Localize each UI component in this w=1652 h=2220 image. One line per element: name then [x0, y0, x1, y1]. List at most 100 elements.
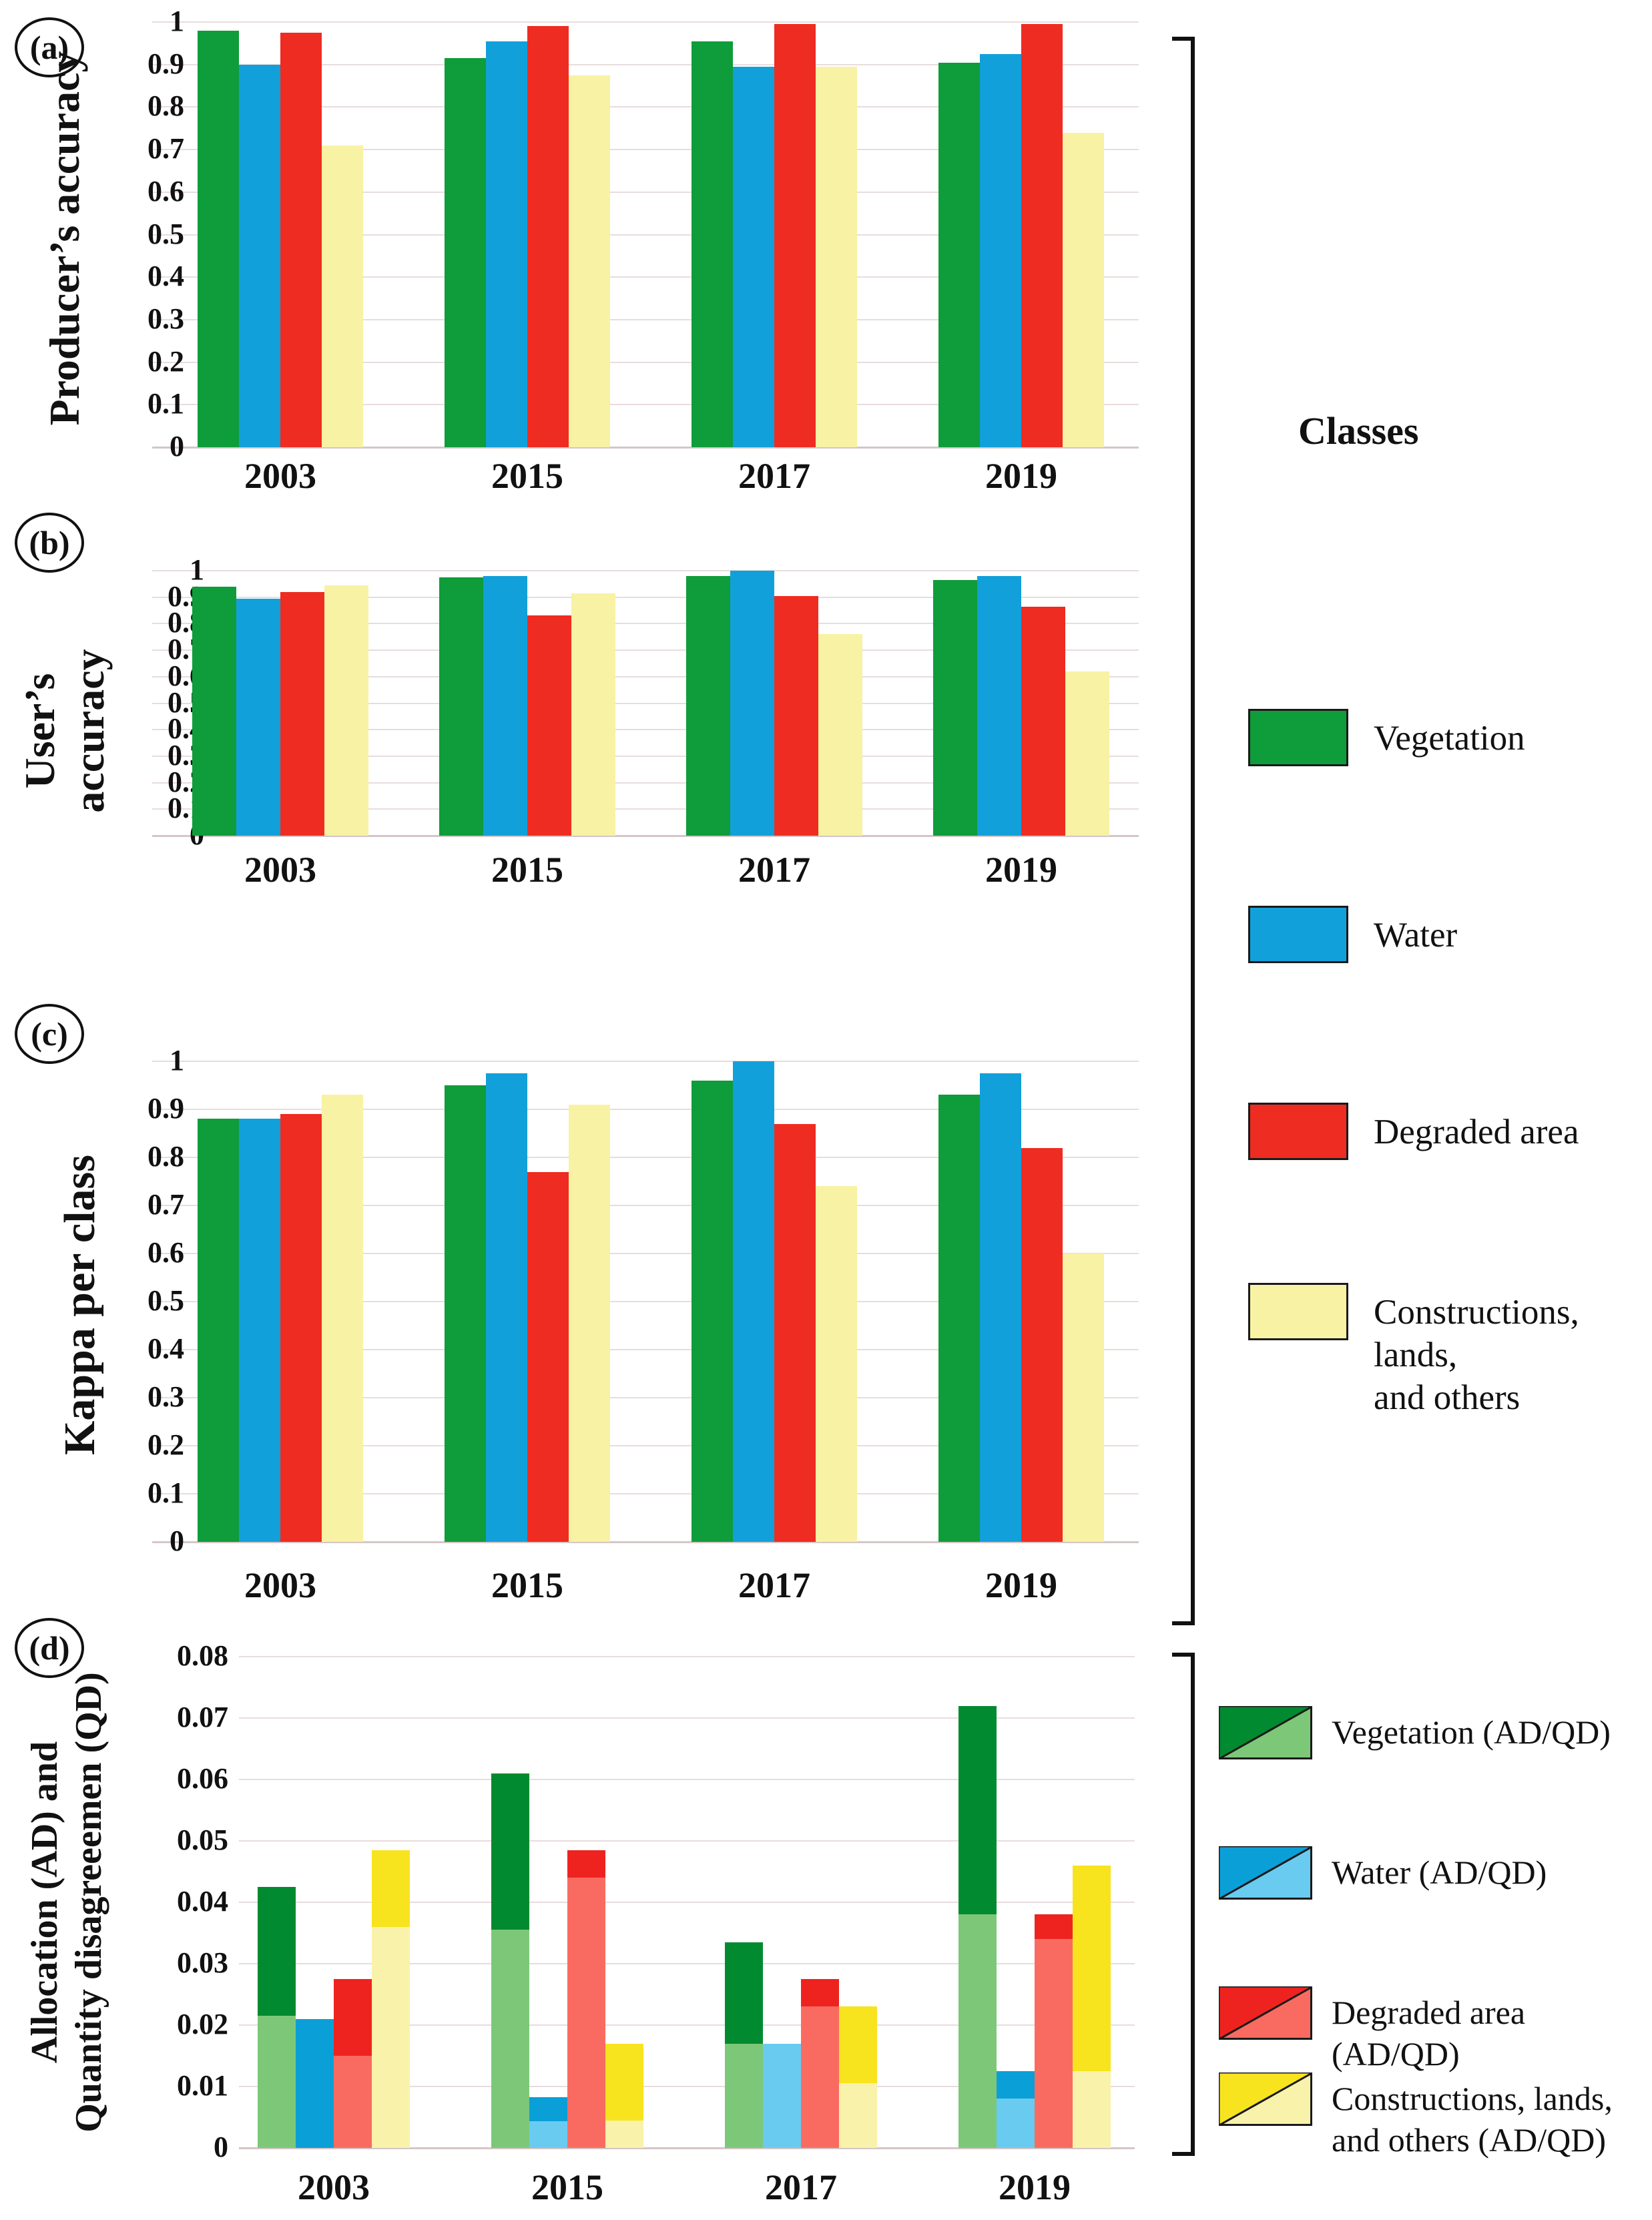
panel-badge-a: (a)	[15, 17, 84, 77]
bar-water-2003	[236, 598, 280, 836]
y-tick-label: 0.2	[148, 1428, 184, 1461]
y-tick-label: 0.4	[148, 1332, 184, 1365]
bar-vegetation-ad-2017	[725, 2043, 763, 2148]
legend-label-water: Water	[1374, 916, 1458, 954]
bar-water-ad-2015	[529, 2121, 567, 2148]
panel-badge-b: (b)	[15, 513, 84, 573]
bar-water-qd-2003	[296, 2018, 334, 2148]
bar-degraded-2015	[527, 26, 569, 447]
legend-label-degraded: Degraded area	[1374, 1113, 1579, 1151]
y-gridline	[152, 596, 1139, 598]
x-tick-label-2019: 2019	[985, 456, 1057, 496]
x-axis-line	[152, 446, 1139, 449]
y-gridline	[152, 623, 1139, 625]
y-tick-label: 0.2	[148, 344, 184, 378]
legend-label-vegetation: Vegetation	[1374, 719, 1525, 758]
y-tick-label: 0.3	[148, 302, 184, 335]
bar-vegetation-2003	[198, 1119, 239, 1542]
bar-water-2015	[486, 41, 527, 447]
y-tick-label: 0.5	[148, 1284, 184, 1317]
bar-water-2017	[730, 571, 774, 836]
bar-vegetation-2019	[938, 1095, 980, 1542]
y-gridline	[239, 1717, 1135, 1719]
bar-vegetation-2003	[192, 586, 236, 836]
x-axis-line	[239, 2147, 1135, 2149]
bar-vegetation-2019	[933, 579, 977, 836]
bar-vegetation-2015	[445, 1085, 486, 1542]
y-tick-label: 0.08	[177, 1639, 228, 1672]
y-gridline	[152, 755, 1139, 757]
bar-vegetation-2003	[198, 30, 239, 447]
bar-degraded-ad-2017	[801, 2006, 839, 2148]
y-gridline	[152, 1061, 1139, 1062]
x-tick-label-2017: 2017	[738, 456, 810, 496]
bar-constructions-2019	[1063, 1254, 1104, 1542]
bar-water-2003	[239, 1119, 280, 1542]
legend-label-constructions: Constructions, lands, and others	[1374, 1293, 1579, 1417]
bar-water-2015	[483, 575, 527, 836]
x-tick-label-2019: 2019	[985, 1565, 1057, 1605]
y-gridline	[152, 675, 1139, 677]
y-gridline	[152, 404, 1139, 406]
bar-vegetation-ad-2003	[258, 2016, 296, 2148]
bar-vegetation-2019	[938, 62, 980, 447]
bar-vegetation-2017	[692, 41, 733, 447]
bar-constructions-qd-2017	[839, 2006, 877, 2084]
y-gridline	[239, 2086, 1135, 2087]
bar-degraded-qd-2017	[801, 1979, 839, 2007]
y-tick-label: 0.9	[148, 1092, 184, 1125]
y-gridline	[239, 1840, 1135, 1842]
legend-swatch-vegetation-adqd	[1219, 1706, 1312, 1759]
y-gridline	[239, 1779, 1135, 1780]
y-tick-label: 0.1	[148, 387, 184, 421]
bar-constructions-2003	[324, 585, 368, 836]
legend-label-degraded-adqd: Degraded area (AD/QD)	[1332, 1994, 1526, 2072]
bar-degraded-2017	[774, 24, 816, 447]
y-gridline	[152, 361, 1139, 363]
legend-swatch-constructions-adqd	[1219, 2072, 1312, 2126]
legend-swatch-constructions	[1248, 1283, 1348, 1340]
bar-degraded-2019	[1021, 24, 1063, 447]
y-tick-label: 0.7	[148, 132, 184, 166]
y-tick-label: 0.7	[148, 1188, 184, 1221]
bar-degraded-2019	[1021, 1147, 1063, 1542]
y-tick-label: 0.05	[177, 1824, 228, 1856]
bar-vegetation-qd-2015	[491, 1773, 529, 1930]
y-gridline	[152, 318, 1139, 320]
panel-badge-d: (d)	[15, 1618, 84, 1678]
bar-constructions-2015	[569, 75, 610, 447]
y-gridline	[152, 649, 1139, 651]
bar-constructions-2017	[818, 634, 862, 836]
x-tick-label-2015: 2015	[491, 456, 563, 496]
bar-degraded-2003	[280, 32, 322, 447]
legend-label-vegetation-adqd: Vegetation (AD/QD)	[1332, 1713, 1611, 1751]
bar-vegetation-2015	[439, 577, 483, 836]
bar-constructions-2003	[322, 1095, 363, 1542]
y-tick-label: 0.01	[177, 2069, 228, 2102]
bar-constructions-2017	[816, 1186, 857, 1542]
bar-vegetation-qd-2017	[725, 1942, 763, 2044]
bar-water-2019	[977, 575, 1021, 836]
y-gridline	[152, 191, 1139, 193]
bar-water-2017	[733, 66, 774, 447]
y-gridline	[152, 1109, 1139, 1110]
y-tick-label: 0	[214, 2131, 228, 2163]
y-tick-label: 0	[170, 430, 184, 463]
x-tick-label-2015: 2015	[491, 1565, 563, 1605]
x-tick-label-2015: 2015	[531, 2167, 603, 2207]
x-tick-label-2017: 2017	[738, 850, 810, 890]
bar-constructions-2015	[571, 593, 615, 836]
x-axis-line	[152, 1541, 1139, 1543]
bar-constructions-2017	[816, 66, 857, 447]
legend-classes-title: Classes	[1298, 409, 1419, 453]
bar-vegetation-2015	[445, 58, 486, 447]
y-gridline	[152, 63, 1139, 65]
y-tick-label: 0.8	[148, 89, 184, 123]
y-tick-label: 0.03	[177, 1946, 228, 1979]
bar-water-2019	[980, 1073, 1021, 1542]
legend-swatch-vegetation	[1248, 709, 1348, 766]
x-tick-label-2015: 2015	[491, 850, 563, 890]
bracket-panel-d	[1172, 1653, 1195, 2156]
bar-vegetation-2017	[686, 575, 730, 836]
